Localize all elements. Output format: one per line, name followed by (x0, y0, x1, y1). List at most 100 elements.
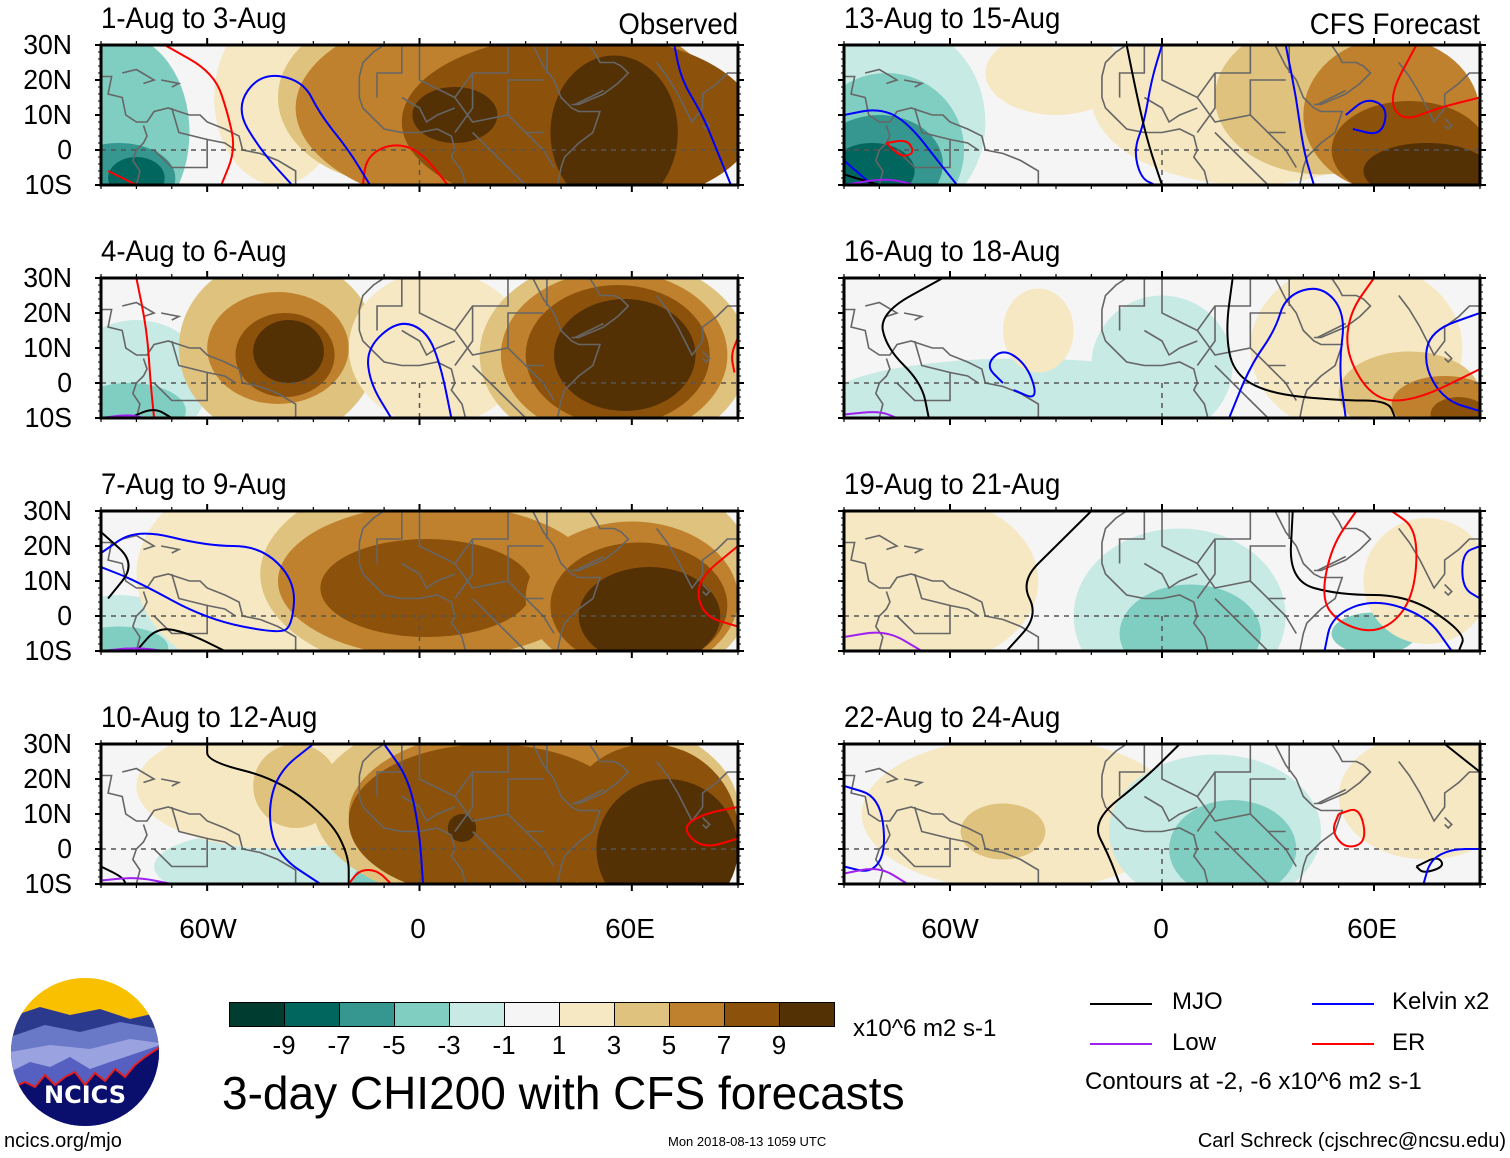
coastline (358, 45, 385, 77)
coastline (1143, 329, 1198, 357)
cfs-forecast-label: CFS Forecast (1309, 8, 1480, 41)
coastline (131, 591, 148, 651)
kelvin-contour (1323, 601, 1453, 651)
low-contour (101, 877, 172, 884)
kelvin-contour (1228, 287, 1347, 418)
coastline (1317, 788, 1347, 805)
coastline (532, 744, 602, 884)
mjo-contour (135, 628, 226, 651)
map-panel (838, 271, 1486, 425)
coastline (949, 371, 979, 384)
coastline (1313, 278, 1372, 339)
coastline (896, 340, 951, 402)
coastline (1161, 744, 1252, 798)
chi200-shading (108, 157, 165, 185)
coastline (1249, 545, 1286, 581)
panel-title: 4-Aug to 6-Aug (101, 235, 287, 268)
colorbar-swatch (560, 1003, 615, 1026)
coastline (874, 591, 891, 651)
coastline (1118, 744, 1146, 797)
coastline (532, 278, 602, 418)
coastline (376, 511, 403, 564)
kelvin-contour (367, 322, 453, 418)
coastline (702, 350, 711, 364)
coastline (1313, 744, 1372, 805)
panel-title: 22-Aug to 24-Aug (844, 701, 1061, 734)
coastline (122, 301, 157, 318)
map-panel (95, 504, 744, 658)
coastline (1444, 117, 1453, 131)
coastline (358, 511, 385, 543)
colorbar-label: 1 (551, 1030, 567, 1060)
coastline (903, 79, 925, 88)
kelvin-contour (673, 45, 732, 185)
coastline (1196, 73, 1216, 133)
coastline (1313, 45, 1372, 106)
er-contour (135, 278, 156, 418)
coastline (358, 542, 467, 651)
coastline (418, 744, 509, 798)
y-tick-label: 30N (23, 728, 72, 759)
y-tick-label: 0 (57, 367, 72, 398)
coastline (874, 125, 891, 185)
chi200-shading (1338, 744, 1480, 860)
timestamp: Mon 2018-08-13 1059 UTC (668, 1134, 827, 1149)
low-contour (101, 414, 144, 418)
coastline (1214, 830, 1269, 884)
mjo-contour (881, 278, 944, 418)
coastline (1274, 511, 1344, 651)
coastline (1196, 539, 1216, 599)
coastline (131, 358, 148, 418)
coastline (1214, 131, 1269, 185)
er-contour (107, 170, 137, 185)
legend-low-line (1090, 1043, 1152, 1045)
coastline (903, 312, 925, 321)
er-contour (1323, 511, 1418, 632)
panel-title: 10-Aug to 12-Aug (101, 701, 318, 734)
mjo-contour (1005, 511, 1093, 651)
coastline (1101, 775, 1209, 884)
coastline (574, 89, 604, 106)
colorbar-swatch (725, 1003, 780, 1026)
coastline (472, 364, 527, 418)
coastline (358, 744, 385, 776)
website-link[interactable]: ncics.org/mjo (4, 1130, 122, 1152)
y-tick-label: 10N (23, 565, 72, 596)
coastline (896, 573, 951, 635)
coastline (1398, 62, 1480, 124)
legend-mjo-line (1090, 1003, 1152, 1005)
coastline (1214, 597, 1269, 651)
panel-title: 1-Aug to 3-Aug (101, 2, 287, 35)
kelvin-contour (1461, 545, 1480, 600)
coastline (1274, 278, 1344, 418)
coastline (1118, 511, 1146, 564)
coastline (571, 511, 630, 572)
coastline (865, 301, 899, 318)
coastline (1214, 364, 1269, 418)
coastline (844, 774, 1040, 884)
colorbar-swatch (285, 1003, 340, 1026)
coastline (1398, 761, 1480, 823)
coastline (903, 545, 925, 554)
coastline (1101, 309, 1209, 418)
coastline (507, 545, 544, 581)
coastline (376, 45, 403, 98)
coastline (949, 837, 979, 850)
coastline (161, 312, 182, 321)
er-contour (685, 806, 738, 847)
coastline (401, 96, 456, 124)
panel-title: 13-Aug to 15-Aug (844, 2, 1061, 35)
map-panel (95, 271, 744, 425)
er-contour (361, 144, 449, 185)
coastline (532, 511, 602, 651)
coastline (1143, 795, 1198, 823)
coastline (1143, 562, 1198, 590)
coastline (418, 278, 509, 332)
er-contour (164, 45, 235, 185)
coastline (844, 541, 1040, 651)
coastline (376, 744, 403, 797)
coastline (1196, 772, 1216, 832)
coastline (1444, 350, 1453, 364)
coastline (571, 744, 630, 805)
colorbar (229, 1002, 835, 1027)
